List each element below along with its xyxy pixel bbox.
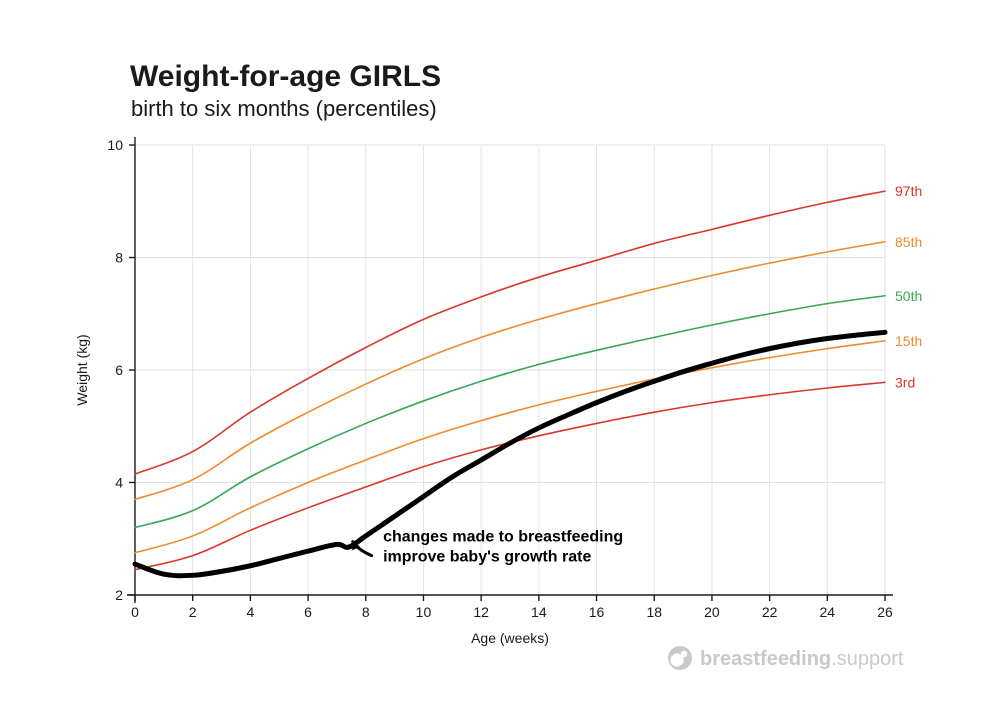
- chart-title: Weight-for-age GIRLS: [130, 60, 441, 94]
- series-50th: [135, 296, 885, 528]
- y-tick-label: 4: [115, 475, 123, 491]
- chart-subtitle: birth to six months (percentiles): [131, 96, 437, 122]
- series-label-15th: 15th: [895, 333, 922, 349]
- x-tick-label: 16: [589, 604, 605, 620]
- x-tick-label: 4: [246, 604, 254, 620]
- x-tick-label: 14: [531, 604, 547, 620]
- x-ticks: 02468101214161820222426: [131, 595, 893, 620]
- x-tick-label: 18: [646, 604, 662, 620]
- series-label-97th: 97th: [895, 183, 922, 199]
- x-tick-label: 2: [189, 604, 197, 620]
- annotation-text: changes made to breastfeeding: [383, 529, 623, 546]
- x-tick-label: 0: [131, 604, 139, 620]
- series-97th: [135, 191, 885, 474]
- annotation-text: improve baby's growth rate: [383, 549, 591, 566]
- x-tick-label: 6: [304, 604, 312, 620]
- watermark-text: breastfeeding.support: [700, 648, 904, 670]
- x-tick-label: 10: [416, 604, 432, 620]
- gridlines: [135, 145, 885, 595]
- y-tick-label: 6: [115, 362, 123, 378]
- growth-chart-container: Weight-for-age GIRLS birth to six months…: [0, 0, 1000, 707]
- y-tick-label: 10: [107, 137, 123, 153]
- x-tick-label: 12: [473, 604, 489, 620]
- series-label-85th: 85th: [895, 234, 922, 250]
- x-tick-label: 22: [762, 604, 778, 620]
- y-axis-label: Weight (kg): [74, 334, 90, 405]
- y-tick-label: 8: [115, 250, 123, 266]
- series-85th: [135, 242, 885, 500]
- x-axis-label: Age (weeks): [471, 630, 549, 646]
- y-ticks: 2 4 6 8 10: [107, 137, 135, 603]
- series-label-3rd: 3rd: [895, 374, 915, 390]
- series-label-50th: 50th: [895, 288, 922, 304]
- series-group: [135, 191, 885, 576]
- watermark: breastfeeding.support: [668, 646, 904, 670]
- x-tick-label: 24: [820, 604, 836, 620]
- x-tick-label: 26: [877, 604, 893, 620]
- x-tick-label: 20: [704, 604, 720, 620]
- y-tick-label: 2: [115, 587, 123, 603]
- x-tick-label: 8: [362, 604, 370, 620]
